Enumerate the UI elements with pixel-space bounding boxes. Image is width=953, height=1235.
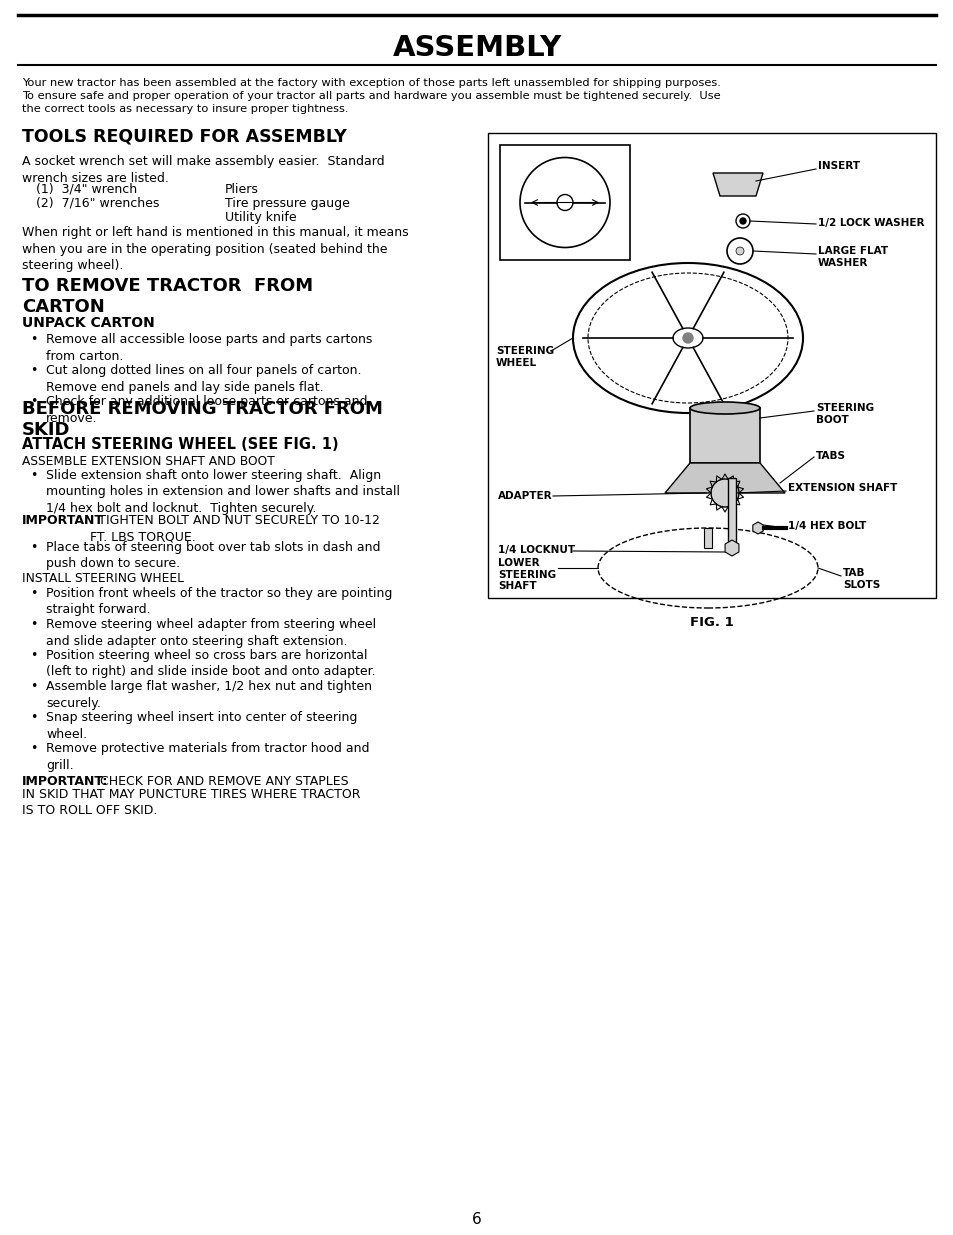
Text: •: • xyxy=(30,742,37,755)
Text: IN SKID THAT MAY PUNCTURE TIRES WHERE TRACTOR
IS TO ROLL OFF SKID.: IN SKID THAT MAY PUNCTURE TIRES WHERE TR… xyxy=(22,788,360,818)
Text: (1)  3/4" wrench: (1) 3/4" wrench xyxy=(36,183,137,196)
Text: IMPORTANT: IMPORTANT xyxy=(22,514,104,527)
Text: Utility knife: Utility knife xyxy=(225,211,296,224)
Text: Remove protective materials from tractor hood and
grill.: Remove protective materials from tractor… xyxy=(46,742,369,772)
Text: LOWER
STEERING
SHAFT: LOWER STEERING SHAFT xyxy=(497,558,556,592)
Text: TO REMOVE TRACTOR  FROM
CARTON: TO REMOVE TRACTOR FROM CARTON xyxy=(22,277,313,316)
Bar xyxy=(689,408,760,463)
Text: Slide extension shaft onto lower steering shaft.  Align
mounting holes in extens: Slide extension shaft onto lower steerin… xyxy=(46,469,399,515)
Text: 1/2 LOCK WASHER: 1/2 LOCK WASHER xyxy=(817,219,923,228)
Text: Pliers: Pliers xyxy=(225,183,258,196)
Text: Place tabs of steering boot over tab slots in dash and
push down to secure.: Place tabs of steering boot over tab slo… xyxy=(46,541,380,571)
Bar xyxy=(703,529,711,548)
Polygon shape xyxy=(712,173,762,196)
Polygon shape xyxy=(664,463,784,493)
Text: CHECK FOR AND REMOVE ANY STAPLES: CHECK FOR AND REMOVE ANY STAPLES xyxy=(100,776,348,788)
Ellipse shape xyxy=(689,403,760,414)
Text: TABS: TABS xyxy=(815,451,845,461)
Bar xyxy=(499,144,629,261)
Text: Cut along dotted lines on all four panels of carton.
Remove end panels and lay s: Cut along dotted lines on all four panel… xyxy=(46,364,361,394)
Text: BEFORE REMOVING TRACTOR FROM
SKID: BEFORE REMOVING TRACTOR FROM SKID xyxy=(22,400,382,438)
Bar xyxy=(488,133,935,598)
Text: A socket wrench set will make assembly easier.  Standard
wrench sizes are listed: A socket wrench set will make assembly e… xyxy=(22,156,384,184)
Text: 6: 6 xyxy=(472,1213,481,1228)
Text: Your new tractor has been assembled at the factory with exception of those parts: Your new tractor has been assembled at t… xyxy=(22,78,720,115)
Text: •: • xyxy=(30,680,37,693)
Text: Remove steering wheel adapter from steering wheel
and slide adapter onto steerin: Remove steering wheel adapter from steer… xyxy=(46,618,375,647)
Text: STEERING
WHEEL: STEERING WHEEL xyxy=(496,346,554,368)
Text: Position steering wheel so cross bars are horizontal
(left to right) and slide i: Position steering wheel so cross bars ar… xyxy=(46,650,375,678)
Text: LARGE FLAT
WASHER: LARGE FLAT WASHER xyxy=(817,246,887,268)
Text: •: • xyxy=(30,395,37,408)
Text: STEERING
BOOT: STEERING BOOT xyxy=(815,403,873,425)
Text: IMPORTANT:: IMPORTANT: xyxy=(22,776,109,788)
Text: ADAPTER: ADAPTER xyxy=(497,492,552,501)
Text: •: • xyxy=(30,333,37,346)
Text: •: • xyxy=(30,587,37,600)
Text: Assemble large flat washer, 1/2 hex nut and tighten
securely.: Assemble large flat washer, 1/2 hex nut … xyxy=(46,680,372,709)
Text: INSERT: INSERT xyxy=(817,161,859,170)
Text: : TIGHTEN BOLT AND NUT SECURELY TO 10-12
FT. LBS TORQUE.: : TIGHTEN BOLT AND NUT SECURELY TO 10-12… xyxy=(90,514,379,543)
Text: 1/4 HEX BOLT: 1/4 HEX BOLT xyxy=(787,521,865,531)
Text: When right or left hand is mentioned in this manual, it means
when you are in th: When right or left hand is mentioned in … xyxy=(22,226,408,272)
Text: •: • xyxy=(30,364,37,377)
Text: EXTENSION SHAFT: EXTENSION SHAFT xyxy=(787,483,897,493)
Bar xyxy=(727,478,735,548)
Text: INSTALL STEERING WHEEL: INSTALL STEERING WHEEL xyxy=(22,572,184,585)
Circle shape xyxy=(710,479,739,508)
Text: •: • xyxy=(30,541,37,555)
Text: Snap steering wheel insert into center of steering
wheel.: Snap steering wheel insert into center o… xyxy=(46,711,357,741)
Text: Remove all accessible loose parts and parts cartons
from carton.: Remove all accessible loose parts and pa… xyxy=(46,333,372,363)
Text: 1/4 LOCKNUT: 1/4 LOCKNUT xyxy=(497,545,575,555)
Text: UNPACK CARTON: UNPACK CARTON xyxy=(22,316,154,330)
Text: FIG. 1: FIG. 1 xyxy=(689,616,733,629)
Text: Check for any additional loose parts or cartons and
remove.: Check for any additional loose parts or … xyxy=(46,395,367,425)
Polygon shape xyxy=(752,522,762,534)
Text: Tire pressure gauge: Tire pressure gauge xyxy=(225,198,350,210)
Text: •: • xyxy=(30,618,37,631)
Polygon shape xyxy=(724,540,739,556)
Circle shape xyxy=(682,333,692,343)
Text: (2)  7/16" wrenches: (2) 7/16" wrenches xyxy=(36,198,159,210)
Circle shape xyxy=(740,219,745,224)
Text: ASSEMBLY: ASSEMBLY xyxy=(392,35,561,62)
Circle shape xyxy=(735,247,743,254)
Text: Position front wheels of the tractor so they are pointing
straight forward.: Position front wheels of the tractor so … xyxy=(46,587,392,616)
Text: TAB
SLOTS: TAB SLOTS xyxy=(842,568,880,589)
Text: •: • xyxy=(30,469,37,482)
Text: •: • xyxy=(30,711,37,724)
Text: •: • xyxy=(30,650,37,662)
Text: TOOLS REQUIRED FOR ASSEMBLY: TOOLS REQUIRED FOR ASSEMBLY xyxy=(22,128,346,146)
Text: ATTACH STEERING WHEEL (SEE FIG. 1): ATTACH STEERING WHEEL (SEE FIG. 1) xyxy=(22,437,338,452)
Text: ASSEMBLE EXTENSION SHAFT AND BOOT: ASSEMBLE EXTENSION SHAFT AND BOOT xyxy=(22,454,274,468)
